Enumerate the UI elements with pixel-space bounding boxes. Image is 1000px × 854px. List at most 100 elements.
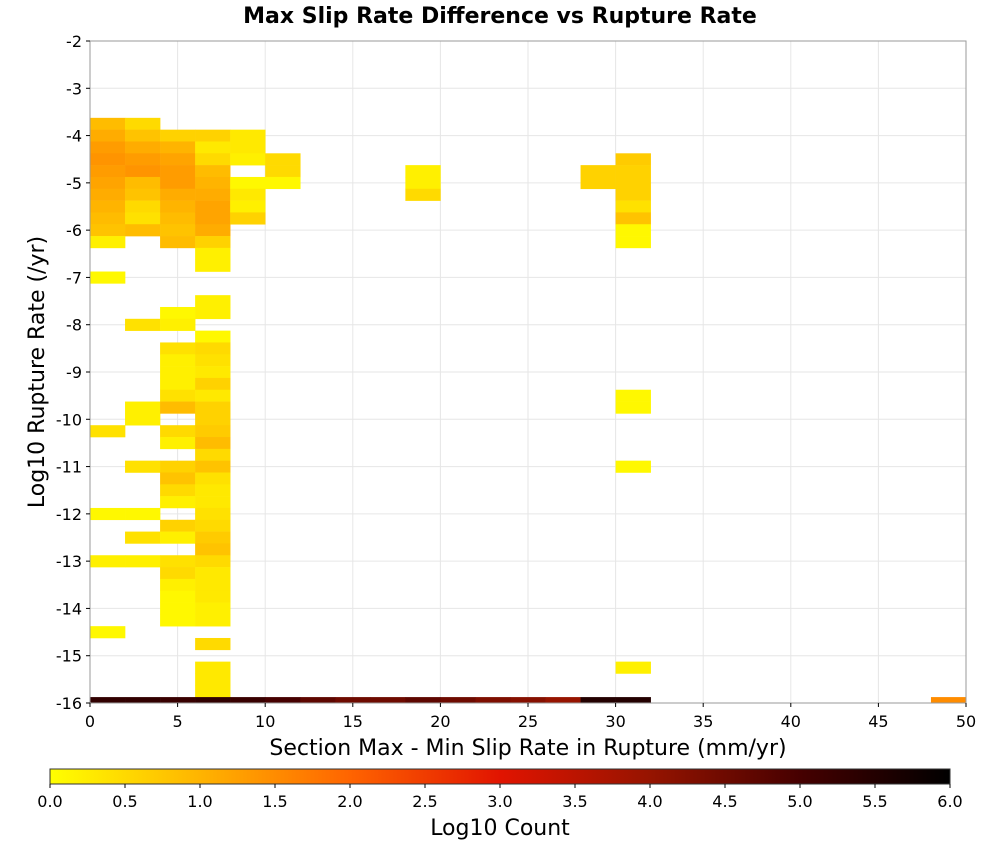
heatmap-cell (160, 212, 196, 225)
colorbar-tick-label: 0.0 (37, 792, 62, 811)
y-tick-label: -10 (56, 410, 82, 429)
heatmap-cell (195, 200, 231, 213)
heatmap-cell (195, 425, 231, 438)
heatmap-cell (615, 460, 651, 473)
heatmap-cell (125, 212, 161, 225)
y-axis-ticks: -2 -3 -4 -5 -6 -7 -8 -9 -10 -11 -12 -13 -14 -15 -16 (56, 32, 90, 713)
heatmap-cell (195, 697, 231, 704)
heatmap-cell (160, 484, 196, 497)
y-tick-label: -9 (66, 363, 82, 382)
heatmap-cell (195, 496, 231, 509)
heatmap-cell (90, 212, 126, 225)
x-tick-label: 20 (430, 712, 450, 731)
heatmap-cell (475, 697, 511, 704)
heatmap-cell (160, 141, 196, 154)
heatmap-cell (195, 224, 231, 237)
heatmap-cell (195, 176, 231, 190)
heatmap-cell (615, 200, 651, 213)
heatmap-cell (125, 555, 161, 568)
y-tick-label: -16 (56, 694, 82, 713)
heatmap-cell (90, 224, 126, 237)
x-tick-label: 40 (781, 712, 801, 731)
colorbar-tick-label: 6.0 (937, 792, 962, 811)
heatmap-cell (195, 212, 231, 225)
heatmap-cell (90, 165, 126, 178)
heatmap-cell (195, 519, 231, 532)
heatmap-cell (90, 188, 126, 201)
heatmap-cell (230, 129, 266, 142)
y-tick-label: -7 (66, 268, 82, 287)
heatmap-cell (195, 661, 231, 674)
colorbar-ticks: 0.0 0.5 1.0 1.5 2.0 2.5 3.0 3.5 4.0 4.5 5.0 5.5 6.0 (37, 784, 963, 811)
heatmap-cell (125, 176, 161, 190)
heatmap-cell (195, 165, 231, 178)
heatmap-cell (195, 472, 231, 485)
heatmap-cell (195, 259, 231, 272)
heatmap-cell (265, 153, 301, 166)
heatmap-cell (195, 342, 231, 355)
heatmap-cell (615, 153, 651, 166)
heatmap-cell (125, 141, 161, 154)
heatmap-cell (160, 200, 196, 213)
heatmap-cell (195, 460, 231, 473)
heatmap-cell (160, 437, 196, 450)
colorbar-tick-label: 2.5 (412, 792, 437, 811)
heatmap-cell (160, 697, 196, 704)
heatmap-cell (125, 188, 161, 201)
heatmap-cell (405, 697, 441, 704)
heatmap-cell (195, 507, 231, 521)
heatmap-cell (615, 165, 651, 178)
heatmap-cell (160, 519, 196, 532)
colorbar-tick-label: 0.5 (112, 792, 137, 811)
heatmap-cell (230, 212, 266, 225)
heatmap-cell (230, 697, 266, 704)
heatmap-cell (90, 129, 126, 142)
colorbar-tick-label: 5.5 (862, 792, 887, 811)
heatmap-cell (90, 425, 126, 438)
y-tick-label: -11 (56, 458, 82, 477)
heatmap-cell (615, 224, 651, 237)
heatmap-cell (160, 531, 196, 544)
heatmap-cell (195, 531, 231, 544)
heatmap-cell (370, 697, 406, 704)
heatmap-cell (160, 236, 196, 249)
x-tick-label: 50 (956, 712, 976, 731)
heatmap-cell (195, 330, 231, 343)
x-tick-label: 35 (693, 712, 713, 731)
heatmap-cell (125, 117, 161, 130)
x-tick-label: 45 (868, 712, 888, 731)
heatmap-cell (195, 366, 231, 379)
heatmap-cell (160, 354, 196, 367)
x-axis-label: Section Max - Min Slip Rate in Rupture (… (269, 736, 786, 761)
heatmap-cell (160, 389, 196, 402)
heatmap-cell (90, 141, 126, 154)
heatmap-cell (160, 602, 196, 615)
heatmap-cell (195, 543, 231, 556)
heatmap-cell (90, 507, 126, 521)
colorbar-tick-label: 3.5 (562, 792, 587, 811)
heatmap-cell (125, 460, 161, 473)
heatmap-cell (195, 306, 231, 320)
heatmap-cell (160, 460, 196, 473)
y-tick-label: -6 (66, 221, 82, 240)
colorbar-tick-label: 4.5 (712, 792, 737, 811)
chart-title: Max Slip Rate Difference vs Rupture Rate (243, 4, 757, 29)
heatmap-cell (160, 224, 196, 237)
heatmap-cell (195, 567, 231, 580)
heatmap-cell (90, 271, 126, 284)
heatmap-cell (930, 697, 967, 704)
heatmap-cell (160, 366, 196, 379)
heatmap-cell (160, 567, 196, 580)
heatmap-cell (125, 531, 161, 544)
heatmap-cell (615, 697, 651, 704)
colorbar-label: Log10 Count (430, 816, 570, 841)
heatmap-cell (195, 673, 231, 686)
heatmap-cell (90, 153, 126, 166)
heatmap-cell (405, 188, 441, 201)
heatmap-cell (90, 236, 126, 249)
heatmap-cell (90, 117, 126, 130)
heatmap-cell (90, 697, 126, 704)
y-tick-label: -8 (66, 316, 82, 335)
heatmap-cell (195, 295, 231, 308)
